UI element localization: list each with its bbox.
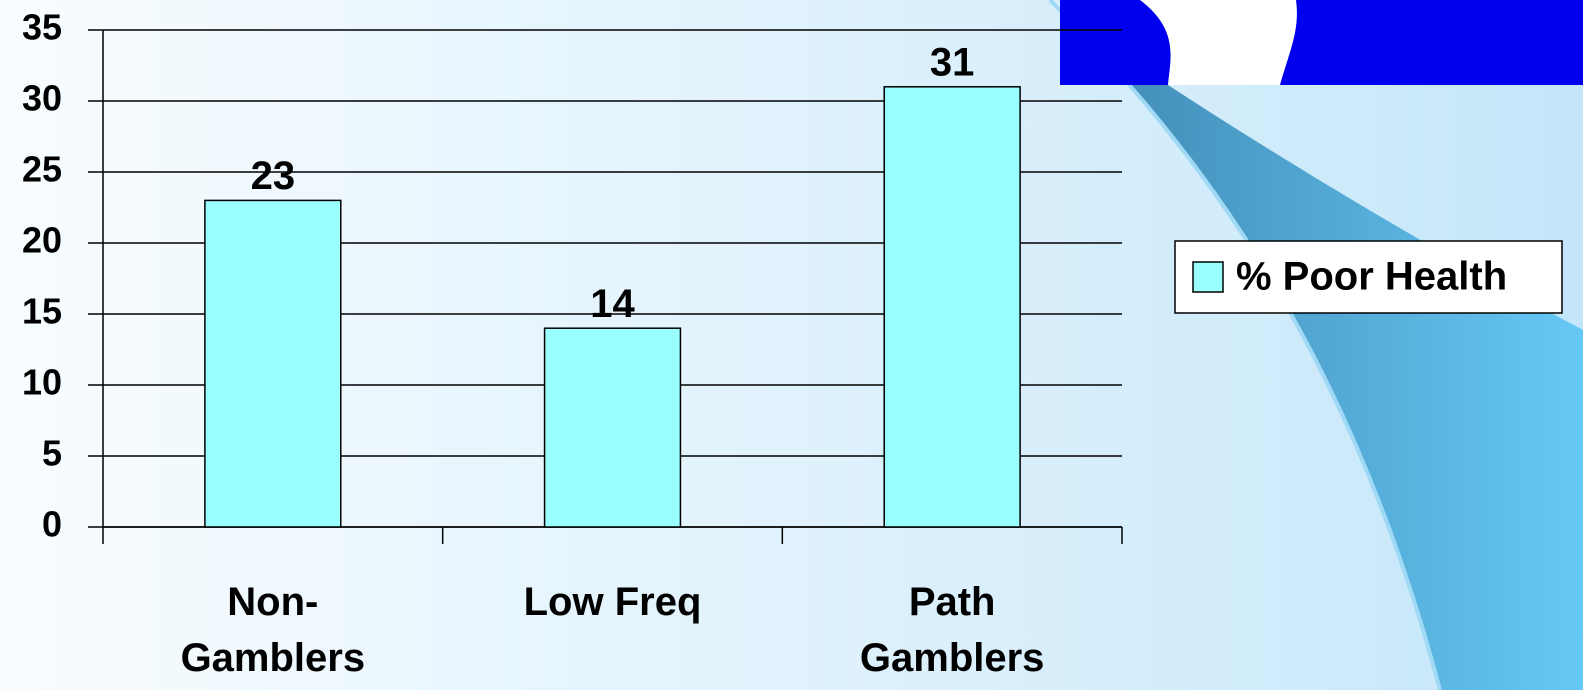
y-tick-label: 0 — [42, 504, 62, 545]
x-tick-label: Low Freq — [483, 574, 743, 630]
data-label: 31 — [930, 40, 975, 84]
y-tick-label: 10 — [22, 362, 62, 403]
y-tick-label: 30 — [22, 78, 62, 119]
bar — [205, 200, 341, 527]
bar — [545, 328, 681, 527]
x-tick-label: Non-Gamblers — [143, 574, 403, 686]
bar — [884, 87, 1020, 527]
y-tick-label: 25 — [22, 149, 62, 190]
y-tick-label: 5 — [42, 433, 62, 474]
data-label: 14 — [590, 282, 635, 326]
legend-swatch — [1193, 262, 1223, 292]
y-tick-label: 15 — [22, 291, 62, 332]
data-label: 23 — [251, 154, 296, 198]
legend-label: % Poor Health — [1236, 255, 1507, 299]
legend: % Poor Health — [1175, 241, 1562, 313]
page: 05101520253035231431 % Poor Health (() =… — [0, 0, 1583, 690]
decoration-box — [1060, 0, 1583, 85]
x-tick-label: Path Gamblers — [822, 574, 1082, 686]
y-tick-label: 20 — [22, 220, 62, 261]
y-tick-label: 35 — [22, 7, 62, 48]
